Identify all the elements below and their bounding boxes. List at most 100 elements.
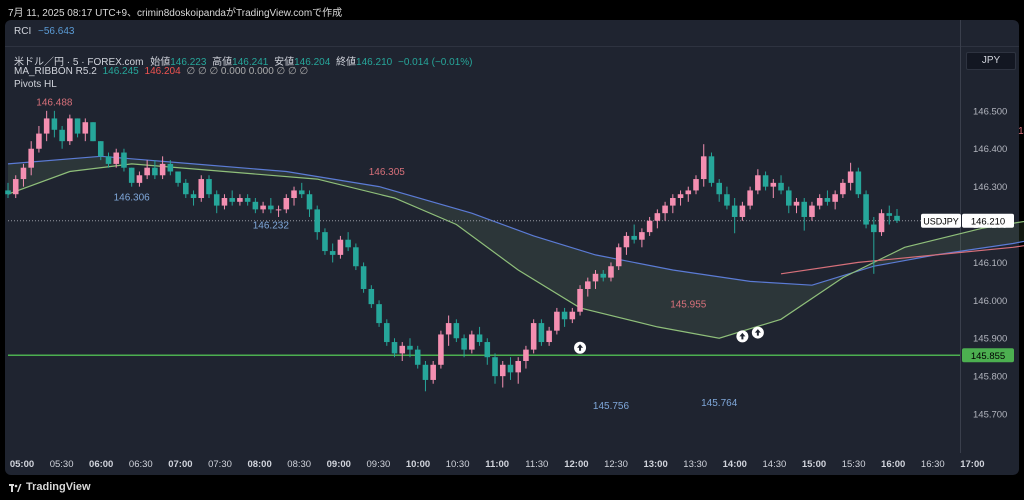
candle-body[interactable] bbox=[476, 334, 483, 343]
candle-body[interactable] bbox=[283, 198, 290, 210]
candle-body[interactable] bbox=[43, 118, 50, 134]
candle-body[interactable] bbox=[5, 190, 11, 195]
candle-body[interactable] bbox=[762, 175, 769, 187]
candle-body[interactable] bbox=[136, 175, 143, 183]
candle-body[interactable] bbox=[878, 213, 885, 233]
candle-body[interactable] bbox=[461, 338, 467, 350]
rci-legend[interactable]: RCI −56.643 bbox=[14, 26, 74, 37]
candle-body[interactable] bbox=[469, 334, 475, 350]
candle-body[interactable] bbox=[82, 122, 89, 134]
candle-body[interactable] bbox=[268, 205, 274, 210]
candle-body[interactable] bbox=[886, 213, 893, 216]
candle-body[interactable] bbox=[128, 167, 135, 183]
candle-body[interactable] bbox=[74, 118, 81, 134]
candle-body[interactable] bbox=[368, 288, 375, 305]
candle-body[interactable] bbox=[51, 118, 58, 130]
candle-body[interactable] bbox=[213, 194, 220, 206]
symbol-legend[interactable]: 米ドル／円 · 5 · FOREX.com 始値146.223 高値146.24… bbox=[14, 53, 472, 68]
candle-body[interactable] bbox=[515, 360, 521, 373]
candle-body[interactable] bbox=[840, 182, 846, 195]
candle-body[interactable] bbox=[20, 167, 27, 180]
candle-body[interactable] bbox=[291, 190, 297, 199]
candle-body[interactable] bbox=[260, 205, 266, 210]
candle-body[interactable] bbox=[275, 209, 282, 211]
candle-body[interactable] bbox=[554, 311, 560, 331]
candle-body[interactable] bbox=[894, 215, 900, 221]
candle-body[interactable] bbox=[832, 194, 838, 202]
candle-body[interactable] bbox=[871, 224, 877, 233]
candle-body[interactable] bbox=[407, 345, 413, 350]
candle-body[interactable] bbox=[685, 190, 692, 195]
candle-body[interactable] bbox=[492, 357, 498, 377]
candle-body[interactable] bbox=[507, 364, 514, 373]
candle-body[interactable] bbox=[600, 273, 607, 278]
candle-body[interactable] bbox=[778, 182, 784, 191]
candle-body[interactable] bbox=[329, 251, 336, 255]
candle-body[interactable] bbox=[592, 273, 599, 282]
pivots-legend[interactable]: Pivots HL bbox=[14, 79, 57, 90]
candle-body[interactable] bbox=[662, 205, 668, 214]
candle-body[interactable] bbox=[244, 198, 251, 202]
candle-body[interactable] bbox=[237, 198, 243, 202]
candle-body[interactable] bbox=[816, 198, 823, 206]
candle-body[interactable] bbox=[453, 323, 460, 339]
candle-body[interactable] bbox=[499, 364, 506, 377]
candle-body[interactable] bbox=[59, 129, 65, 142]
candle-body[interactable] bbox=[221, 198, 228, 206]
candle-body[interactable] bbox=[608, 266, 614, 278]
candle-body[interactable] bbox=[847, 171, 854, 183]
candle-body[interactable] bbox=[693, 179, 699, 191]
candle-body[interactable] bbox=[337, 239, 344, 255]
candle-body[interactable] bbox=[298, 190, 305, 195]
candle-body[interactable] bbox=[183, 182, 189, 195]
candle-body[interactable] bbox=[538, 323, 545, 343]
candle-body[interactable] bbox=[229, 198, 235, 202]
ma-ribbon-legend[interactable]: MA_RIBBON R5.2 146.245 146.204 ∅ ∅ ∅ 0.0… bbox=[14, 66, 308, 77]
candle-body[interactable] bbox=[414, 349, 421, 365]
candle-body[interactable] bbox=[353, 247, 359, 267]
candle-body[interactable] bbox=[306, 194, 313, 210]
candle-body[interactable] bbox=[175, 171, 181, 183]
candle-body[interactable] bbox=[755, 175, 761, 191]
candle-body[interactable] bbox=[36, 133, 42, 149]
candle-body[interactable] bbox=[384, 323, 390, 343]
candle-body[interactable] bbox=[785, 190, 792, 206]
candle-body[interactable] bbox=[391, 342, 398, 354]
candle-body[interactable] bbox=[360, 266, 367, 289]
candle-body[interactable] bbox=[631, 235, 637, 240]
candle-body[interactable] bbox=[646, 220, 653, 233]
candle-body[interactable] bbox=[523, 349, 529, 361]
candle-body[interactable] bbox=[97, 141, 104, 157]
candle-body[interactable] bbox=[314, 209, 321, 233]
candle-body[interactable] bbox=[569, 311, 576, 320]
candle-body[interactable] bbox=[206, 179, 212, 195]
candle-body[interactable] bbox=[546, 330, 552, 343]
candle-body[interactable] bbox=[422, 364, 429, 380]
candle-body[interactable] bbox=[144, 167, 150, 176]
candle-body[interactable] bbox=[445, 323, 452, 335]
candle-body[interactable] bbox=[801, 201, 808, 217]
candle-body[interactable] bbox=[345, 239, 351, 248]
candle-body[interactable] bbox=[731, 205, 738, 217]
candle-body[interactable] bbox=[28, 148, 34, 168]
candle-body[interactable] bbox=[824, 198, 831, 202]
currency-button[interactable]: JPY bbox=[966, 52, 1016, 70]
candle-body[interactable] bbox=[438, 334, 444, 365]
candle-body[interactable] bbox=[739, 205, 746, 217]
candle-body[interactable] bbox=[484, 342, 491, 358]
candle-body[interactable] bbox=[863, 194, 869, 225]
candle-body[interactable] bbox=[12, 179, 19, 195]
candle-body[interactable] bbox=[700, 156, 707, 180]
candle-body[interactable] bbox=[809, 205, 815, 217]
candle-body[interactable] bbox=[90, 122, 96, 142]
pane-divider[interactable] bbox=[5, 46, 1019, 47]
candle-body[interactable] bbox=[747, 190, 753, 206]
candle-body[interactable] bbox=[198, 179, 205, 199]
candle-body[interactable] bbox=[322, 232, 328, 252]
candle-body[interactable] bbox=[855, 171, 862, 195]
candle-body[interactable] bbox=[623, 235, 630, 248]
candle-body[interactable] bbox=[577, 288, 583, 312]
candle-body[interactable] bbox=[121, 152, 127, 168]
candle-body[interactable] bbox=[167, 163, 174, 172]
